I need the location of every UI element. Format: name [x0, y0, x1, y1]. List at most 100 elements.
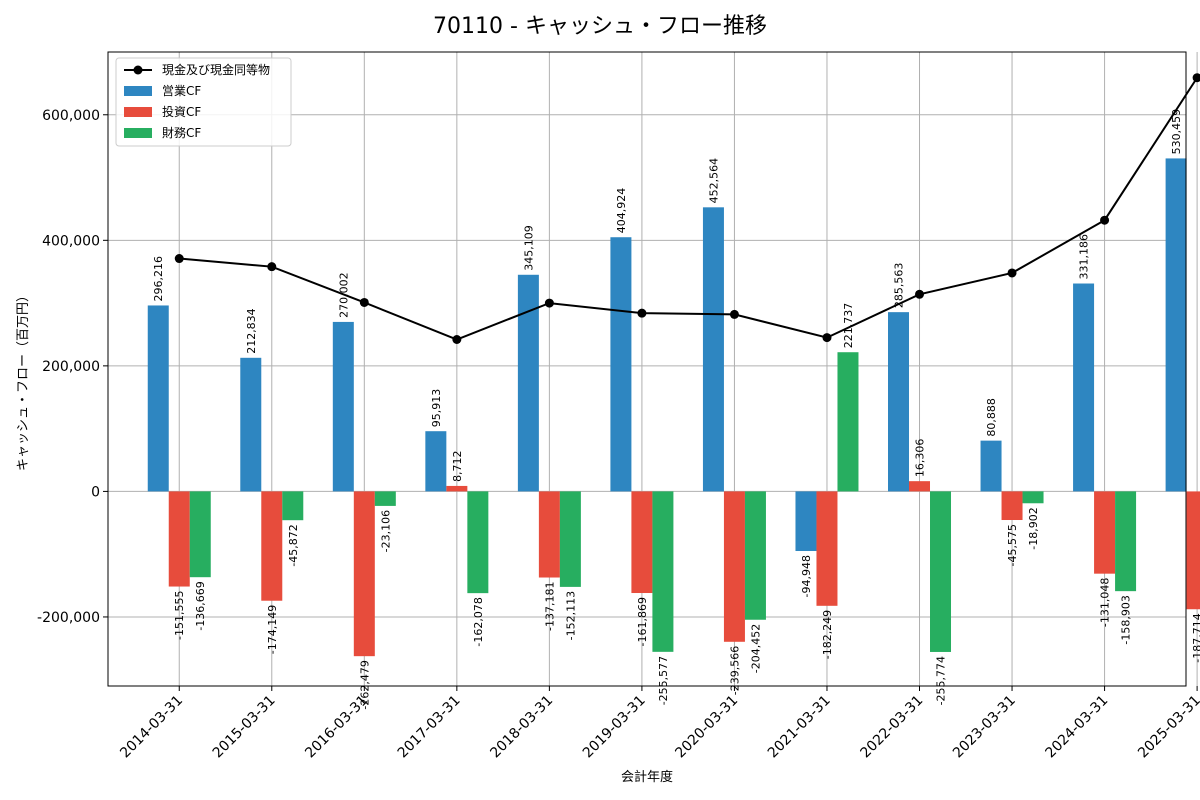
bar-財務CF: [1022, 491, 1044, 504]
data-label: 296,216: [152, 256, 165, 302]
data-label: 345,109: [522, 225, 535, 271]
cash-point: [1192, 73, 1200, 83]
bar-投資CF: [1186, 491, 1200, 610]
bars: [147, 158, 1200, 657]
bar-営業CF: [240, 357, 262, 492]
bar-営業CF: [610, 237, 632, 492]
bar-財務CF: [1115, 491, 1137, 592]
bar-営業CF: [332, 321, 354, 492]
legend-box: [115, 57, 292, 147]
bar-投資CF: [723, 491, 745, 642]
data-label: -137,181: [543, 582, 556, 631]
cash-point: [729, 309, 739, 319]
data-label: -161,869: [636, 597, 649, 646]
bar-投資CF: [1001, 491, 1023, 521]
data-label: -174,149: [266, 605, 279, 654]
cash-point: [267, 262, 277, 272]
data-label: 221,737: [842, 303, 855, 349]
bar-投資CF: [1094, 491, 1116, 574]
legend-label: 財務CF: [162, 125, 201, 140]
x-tick-label: 2014-03-31: [117, 693, 186, 762]
x-tick-label: 2023-03-31: [950, 693, 1019, 762]
data-label: -204,452: [749, 624, 762, 673]
x-tick-label: 2022-03-31: [857, 693, 926, 762]
data-label: 8,712: [451, 450, 464, 482]
data-label: 452,564: [707, 158, 720, 204]
data-label: 270,002: [337, 272, 350, 318]
bar-営業CF: [980, 440, 1002, 492]
cash-line: [174, 73, 1200, 344]
x-tick-label: 2021-03-31: [765, 693, 834, 762]
bar-投資CF: [538, 491, 560, 578]
data-label: -239,566: [728, 646, 741, 695]
bar-財務CF: [930, 491, 952, 652]
legend-label: 現金及び現金同等物: [162, 62, 270, 77]
bar-財務CF: [282, 491, 304, 521]
y-tick-label: 400,000: [42, 233, 100, 249]
data-label: 285,563: [893, 263, 906, 309]
cash-point: [1100, 215, 1110, 225]
data-label: -262,479: [358, 660, 371, 709]
y-tick-label: -200,000: [37, 610, 100, 626]
data-labels: 296,216 212,834 270,002 95,913 345,109 404,92…: [152, 109, 1200, 710]
data-label: -182,249: [821, 610, 834, 659]
bar-財務CF: [189, 491, 211, 578]
bar-営業CF: [1073, 283, 1095, 492]
bar-財務CF: [837, 352, 859, 492]
data-label: 530,459: [1170, 109, 1183, 155]
data-label: 212,834: [245, 308, 258, 354]
y-tick-label: 600,000: [42, 108, 100, 124]
data-label: -158,903: [1120, 595, 1133, 644]
y-tick-label: 0: [91, 484, 100, 500]
data-label: 95,913: [430, 389, 443, 428]
x-tick-label: 2019-03-31: [580, 693, 649, 762]
x-tick-label: 2017-03-31: [395, 693, 464, 762]
data-label: 80,888: [985, 398, 998, 437]
bar-投資CF: [909, 481, 931, 492]
cash-line-path: [179, 77, 1198, 341]
x-tick-label: 2025-03-31: [1135, 693, 1200, 762]
bar-財務CF: [652, 491, 674, 652]
data-label: -162,078: [472, 597, 485, 646]
data-label: -23,106: [379, 510, 392, 552]
legend-swatch: [124, 86, 152, 96]
cash-point: [452, 334, 462, 344]
data-label: -152,113: [564, 591, 577, 640]
x-tick-label: 2015-03-31: [210, 693, 279, 762]
y-axis-label: キャッシュ・フロー（百万円）: [16, 289, 31, 471]
bar-営業CF: [888, 312, 910, 492]
bar-財務CF: [467, 491, 489, 594]
data-label: -131,048: [1099, 578, 1112, 627]
chart-title: 70110 - キャッシュ・フロー推移: [433, 14, 767, 39]
bar-投資CF: [631, 491, 653, 594]
plot-frame: [107, 51, 1187, 687]
data-label: -45,575: [1006, 524, 1019, 566]
x-tick-label: 2018-03-31: [487, 693, 556, 762]
bar-営業CF: [702, 207, 724, 492]
y-tick-label: 200,000: [42, 359, 100, 375]
bar-投資CF: [353, 491, 375, 657]
data-label: -151,555: [173, 591, 186, 640]
bar-投資CF: [816, 491, 838, 606]
data-label: 331,186: [1078, 234, 1091, 280]
bar-営業CF: [517, 274, 539, 492]
cash-point: [174, 254, 184, 264]
bar-財務CF: [374, 491, 396, 506]
bar-投資CF: [261, 491, 283, 601]
legend-swatch: [124, 107, 152, 117]
bar-財務CF: [559, 491, 581, 587]
bar-営業CF: [147, 305, 169, 492]
data-label: -187,714: [1191, 613, 1200, 662]
x-tick-label: 2016-03-31: [302, 693, 371, 762]
data-label: 16,306: [914, 439, 927, 478]
cash-point: [1007, 268, 1017, 278]
x-tick-label: 2020-03-31: [672, 693, 741, 762]
cash-point: [359, 297, 369, 307]
data-label: -255,774: [935, 656, 948, 705]
legend-swatch: [124, 128, 152, 138]
bar-投資CF: [446, 485, 468, 492]
data-label: -94,948: [800, 555, 813, 597]
data-label: -255,577: [657, 656, 670, 705]
